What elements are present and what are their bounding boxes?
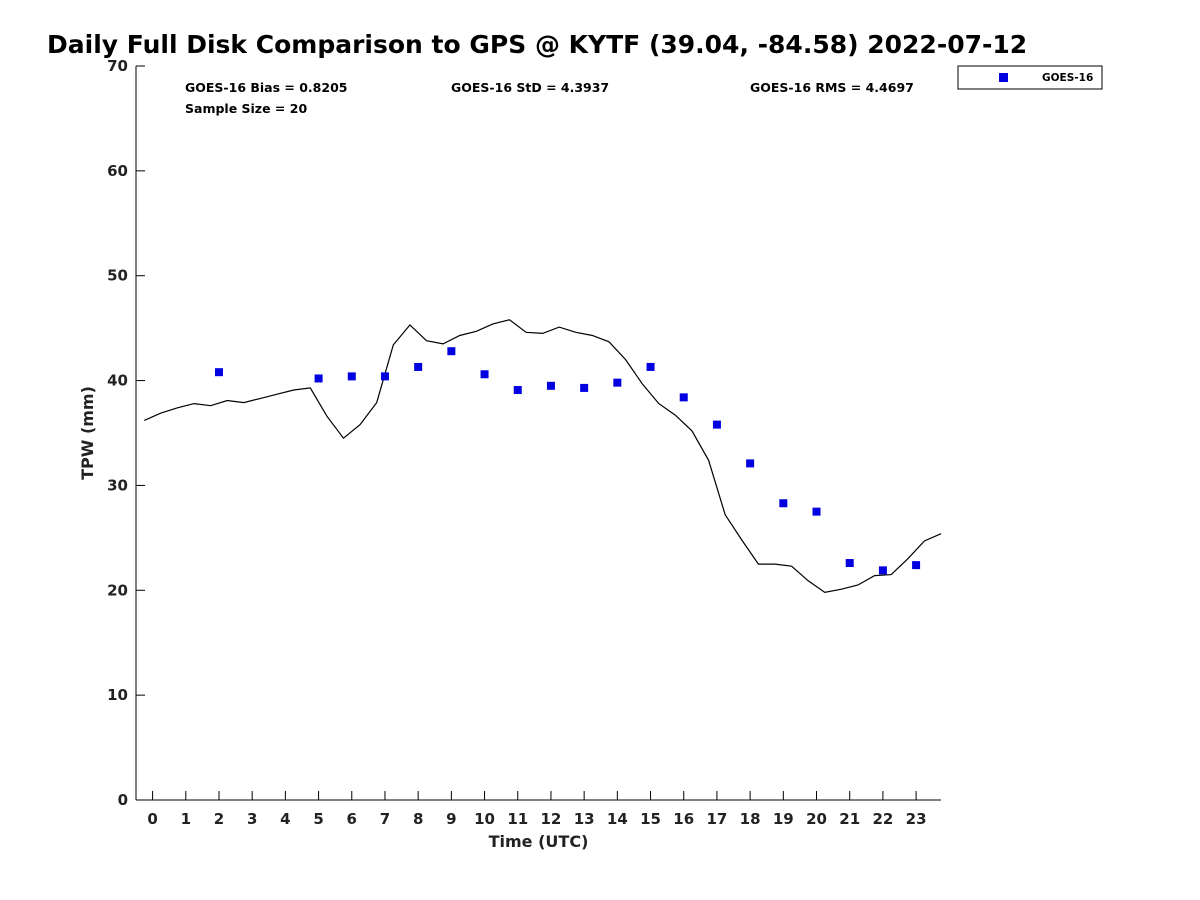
y-tick-label: 20: [107, 581, 128, 599]
goes16-point: [447, 347, 456, 356]
x-tick-label: 13: [574, 810, 595, 828]
y-axis-label: TPW (mm): [78, 386, 97, 480]
x-tick-label: 2: [214, 810, 224, 828]
x-tick-label: 11: [507, 810, 528, 828]
axes: [135, 66, 941, 801]
y-tick-label: 10: [107, 686, 128, 704]
goes16-scatter-series: [214, 347, 921, 575]
x-tick-label: 16: [673, 810, 694, 828]
x-tick-label: 19: [773, 810, 794, 828]
stat-text: Sample Size = 20: [185, 101, 307, 116]
goes16-point: [812, 507, 821, 516]
goes16-point: [878, 566, 887, 575]
legend-label: GOES-16: [1042, 72, 1093, 84]
y-tick-label: 0: [118, 791, 128, 809]
goes16-point: [546, 381, 555, 390]
x-tick-label: 15: [640, 810, 661, 828]
stats-annotations: GOES-16 Bias = 0.8205 GOES-16 StD = 4.393…: [185, 80, 914, 116]
x-tick-label: 18: [740, 810, 761, 828]
chart-title: Daily Full Disk Comparison to GPS @ KYTF…: [47, 30, 1028, 59]
goes16-point: [314, 374, 323, 383]
y-tick-label: 40: [107, 372, 128, 390]
goes16-point: [712, 420, 721, 429]
goes16-point: [580, 383, 589, 392]
x-tick-label: 6: [347, 810, 357, 828]
goes16-point: [845, 559, 854, 568]
legend-marker: [999, 73, 1008, 82]
x-tick-label: 17: [706, 810, 727, 828]
x-tick-label: 12: [541, 810, 562, 828]
x-tick-label: 21: [839, 810, 860, 828]
goes16-point: [513, 386, 522, 395]
x-axis-label: Time (UTC): [489, 832, 589, 851]
goes16-point: [414, 362, 423, 371]
goes16-point: [480, 370, 489, 379]
legend-box: [957, 65, 1103, 90]
gps-line: [144, 319, 942, 594]
y-tick-label: 30: [107, 476, 128, 494]
goes16-point: [646, 362, 655, 371]
goes16-point: [746, 459, 755, 468]
legend: GOES-16: [957, 65, 1103, 90]
x-tick-label: 22: [872, 810, 893, 828]
x-tick-label: 7: [380, 810, 390, 828]
x-tick-label: 8: [413, 810, 423, 828]
goes16-point: [912, 561, 921, 570]
x-tick-label: 9: [446, 810, 456, 828]
stat-text: GOES-16 StD = 4.3937: [451, 80, 609, 95]
goes16-point: [679, 393, 688, 402]
goes16-point: [214, 368, 223, 377]
x-tick-label: 0: [147, 810, 157, 828]
x-tick-label: 23: [906, 810, 927, 828]
gps-line-series: [144, 319, 942, 594]
goes16-point: [347, 372, 356, 381]
x-tick-label: 10: [474, 810, 495, 828]
x-tick-label: 14: [607, 810, 628, 828]
x-tick-label: 4: [280, 810, 290, 828]
goes16-point: [380, 372, 389, 381]
y-tick-label: 70: [107, 57, 128, 75]
tick-marks: 0 1 2 3 4 5 6 7 8 9 10 11 12 13 14 15 16 17 18 19 20 21 22 2301…: [107, 57, 926, 828]
stat-text: GOES-16 RMS = 4.4697: [750, 80, 914, 95]
goes16-point: [779, 499, 788, 508]
x-tick-label: 3: [247, 810, 257, 828]
y-tick-label: 50: [107, 267, 128, 285]
x-tick-label: 5: [313, 810, 323, 828]
y-tick-label: 60: [107, 162, 128, 180]
goes16-point: [613, 378, 622, 387]
stat-text: GOES-16 Bias = 0.8205: [185, 80, 347, 95]
x-tick-label: 20: [806, 810, 827, 828]
x-tick-label: 1: [181, 810, 191, 828]
